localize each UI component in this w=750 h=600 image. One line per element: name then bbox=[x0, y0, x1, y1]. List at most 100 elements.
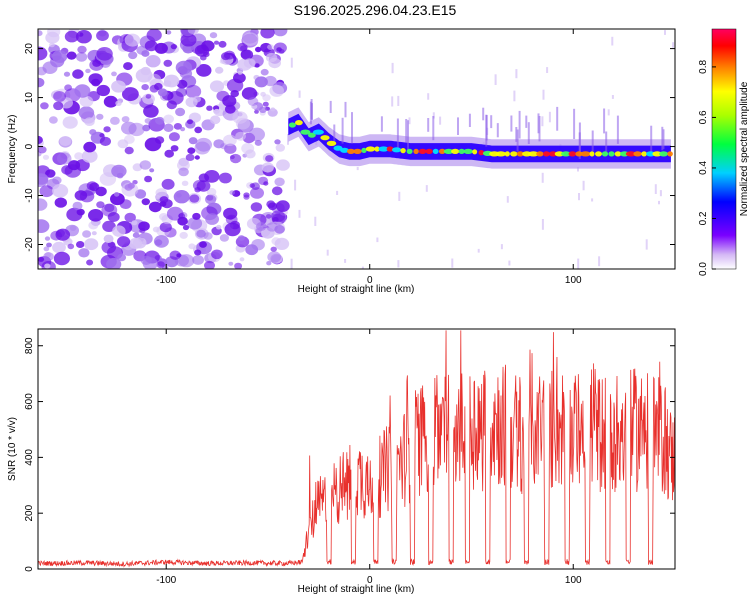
noise-blob bbox=[74, 190, 88, 201]
noise-blob bbox=[267, 108, 278, 117]
noise-blob bbox=[117, 236, 131, 248]
noise-blob bbox=[263, 181, 269, 186]
ridge-streak bbox=[396, 118, 399, 150]
ridge-streak bbox=[427, 118, 430, 132]
ridge-streak bbox=[405, 119, 408, 143]
noise-blob bbox=[274, 177, 285, 187]
noise-blob bbox=[132, 180, 138, 185]
noise-blob bbox=[196, 64, 212, 77]
noise-blob bbox=[124, 33, 141, 47]
noise-blob bbox=[254, 63, 260, 68]
ridge-hotspot bbox=[295, 120, 303, 126]
heatmap-y-label: Frequency (Hz) bbox=[7, 115, 18, 184]
heatmap-x-label: Height of straight line (km) bbox=[298, 284, 415, 295]
speckle bbox=[578, 193, 580, 201]
snr-series bbox=[38, 330, 675, 568]
noise-blob bbox=[149, 84, 159, 93]
ridge-streak bbox=[311, 103, 313, 121]
speckle bbox=[611, 36, 614, 46]
noise-blob bbox=[38, 135, 43, 145]
ridge-streak bbox=[650, 125, 653, 157]
ridge-hotspot bbox=[391, 147, 402, 153]
noise-blob bbox=[274, 139, 281, 145]
noise-blob bbox=[260, 29, 275, 39]
noise-blob bbox=[154, 42, 168, 54]
ridge-hotspot bbox=[542, 151, 550, 157]
ridge-streak bbox=[516, 129, 519, 152]
speckle bbox=[361, 266, 364, 269]
ridge-streak bbox=[605, 131, 608, 155]
heatmap-cells bbox=[38, 29, 675, 269]
noise-blob bbox=[53, 91, 66, 102]
speckle bbox=[290, 258, 293, 269]
noise-blob bbox=[181, 180, 189, 186]
ridge-streak bbox=[573, 108, 576, 139]
ridge-streak bbox=[457, 117, 459, 135]
ridge-hotspot bbox=[478, 150, 485, 156]
noise-blob bbox=[38, 198, 48, 211]
noise-blob bbox=[254, 139, 262, 146]
speckle bbox=[541, 116, 544, 127]
ridge-hotspot bbox=[458, 148, 465, 154]
noise-blob bbox=[155, 116, 165, 125]
speckle bbox=[451, 258, 454, 268]
noise-blob bbox=[43, 252, 54, 261]
noise-blob bbox=[163, 123, 174, 132]
ridge-hotspot bbox=[595, 151, 602, 157]
noise-blob bbox=[242, 32, 259, 46]
noise-blob bbox=[188, 137, 198, 145]
ridge-streak bbox=[490, 115, 493, 129]
noise-blob bbox=[131, 220, 138, 226]
noise-blob bbox=[99, 133, 105, 138]
ridge-hotspot bbox=[400, 148, 406, 154]
noise-blob bbox=[239, 257, 245, 262]
ridge-hotspot bbox=[425, 148, 433, 154]
noise-blob bbox=[128, 51, 138, 60]
speckle bbox=[439, 116, 442, 125]
noise-blob bbox=[141, 50, 150, 57]
noise-blob bbox=[192, 212, 201, 220]
noise-blob bbox=[255, 46, 262, 53]
noise-blob bbox=[178, 157, 189, 167]
noise-blob bbox=[249, 183, 255, 188]
noise-blob bbox=[101, 241, 117, 254]
ridge-hotspot bbox=[633, 151, 642, 157]
noise-blob bbox=[182, 224, 190, 231]
noise-blob bbox=[92, 59, 101, 67]
noise-blob bbox=[140, 255, 152, 265]
noise-blob bbox=[232, 111, 248, 124]
noise-blob bbox=[99, 136, 111, 146]
noise-blob bbox=[66, 51, 77, 60]
noise-blob bbox=[149, 168, 155, 173]
noise-blob bbox=[38, 46, 48, 61]
ridge-hotspot bbox=[443, 148, 454, 154]
snr-y-tick-label: 800 bbox=[24, 337, 35, 354]
noise-blob bbox=[192, 180, 206, 191]
colorbar-label: Normalized spectral amplitude bbox=[739, 81, 750, 216]
noise-blob bbox=[76, 52, 88, 62]
noise-blob bbox=[270, 107, 276, 112]
noise-blob bbox=[152, 226, 160, 233]
noise-blob bbox=[271, 210, 286, 222]
noise-blob bbox=[111, 71, 117, 77]
heatmap-x-tick-label: 100 bbox=[565, 275, 582, 286]
speckle bbox=[425, 185, 428, 192]
noise-blob bbox=[179, 231, 188, 239]
noise-blob bbox=[192, 255, 205, 265]
noise-blob bbox=[96, 201, 105, 209]
noise-blob bbox=[230, 153, 242, 164]
noise-blob bbox=[237, 70, 243, 75]
noise-blob bbox=[123, 62, 133, 71]
noise-blob bbox=[234, 262, 243, 269]
speckle bbox=[506, 196, 509, 203]
noise-blob bbox=[211, 249, 223, 260]
noise-blob bbox=[163, 59, 173, 67]
ridge-streak bbox=[591, 130, 594, 152]
noise-blob bbox=[62, 116, 78, 129]
noise-blob bbox=[271, 237, 281, 246]
noise-blob bbox=[139, 160, 151, 170]
noise-blob bbox=[229, 190, 235, 196]
speckle bbox=[477, 248, 480, 253]
